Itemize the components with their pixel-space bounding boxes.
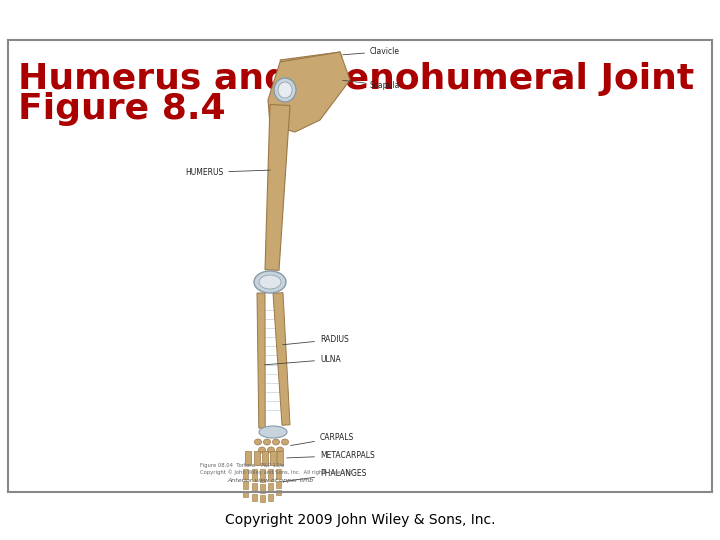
Text: HUMERUS: HUMERUS — [185, 168, 270, 177]
Bar — [259, 484, 264, 493]
Text: CARPALS: CARPALS — [291, 433, 354, 446]
Bar — [276, 469, 281, 479]
Ellipse shape — [282, 439, 289, 445]
Bar — [259, 495, 264, 502]
Bar — [276, 490, 281, 495]
Ellipse shape — [259, 426, 287, 438]
Text: PHALANGES: PHALANGES — [283, 469, 366, 482]
Text: METACARPALS: METACARPALS — [287, 451, 374, 460]
Bar — [243, 481, 248, 489]
Text: Copyright © John Wiley and Sons, Inc.  All rights reserved.: Copyright © John Wiley and Sons, Inc. Al… — [200, 469, 354, 475]
Text: Humerus and Glenohumeral Joint: Humerus and Glenohumeral Joint — [18, 62, 694, 96]
Ellipse shape — [274, 78, 296, 102]
Text: Clavicle: Clavicle — [343, 47, 400, 56]
Bar — [268, 469, 272, 481]
Bar — [254, 451, 260, 465]
Bar — [268, 494, 272, 501]
Ellipse shape — [276, 447, 284, 453]
Bar — [245, 451, 251, 465]
Text: Copyright 2009 John Wiley & Sons, Inc.: Copyright 2009 John Wiley & Sons, Inc. — [225, 513, 495, 527]
Text: RADIUS: RADIUS — [283, 335, 348, 345]
Ellipse shape — [278, 82, 292, 98]
Bar — [262, 451, 268, 465]
Bar — [268, 483, 272, 492]
Text: ULNA: ULNA — [265, 355, 341, 365]
Bar — [243, 469, 248, 479]
Polygon shape — [265, 105, 290, 271]
Bar — [270, 451, 276, 465]
Text: Scapula: Scapula — [343, 80, 400, 90]
Text: Figure 8.4: Figure 8.4 — [18, 92, 225, 126]
Ellipse shape — [259, 275, 281, 289]
Bar — [251, 483, 256, 492]
Text: Anterior view of upper limb: Anterior view of upper limb — [227, 478, 313, 483]
Bar — [251, 469, 256, 481]
Bar — [259, 469, 264, 482]
Polygon shape — [268, 52, 350, 132]
Ellipse shape — [272, 439, 279, 445]
Text: Figure 08.04  Tortora – P&P 12/e: Figure 08.04 Tortora – P&P 12/e — [200, 463, 284, 468]
Ellipse shape — [268, 447, 274, 453]
Ellipse shape — [254, 271, 286, 293]
Ellipse shape — [254, 439, 261, 445]
Polygon shape — [257, 293, 265, 428]
Bar — [251, 494, 256, 501]
Bar — [277, 451, 283, 465]
Ellipse shape — [264, 439, 271, 445]
Ellipse shape — [258, 447, 266, 453]
Polygon shape — [273, 293, 290, 425]
Bar — [243, 491, 248, 497]
Bar — [276, 481, 281, 488]
Polygon shape — [280, 52, 342, 65]
